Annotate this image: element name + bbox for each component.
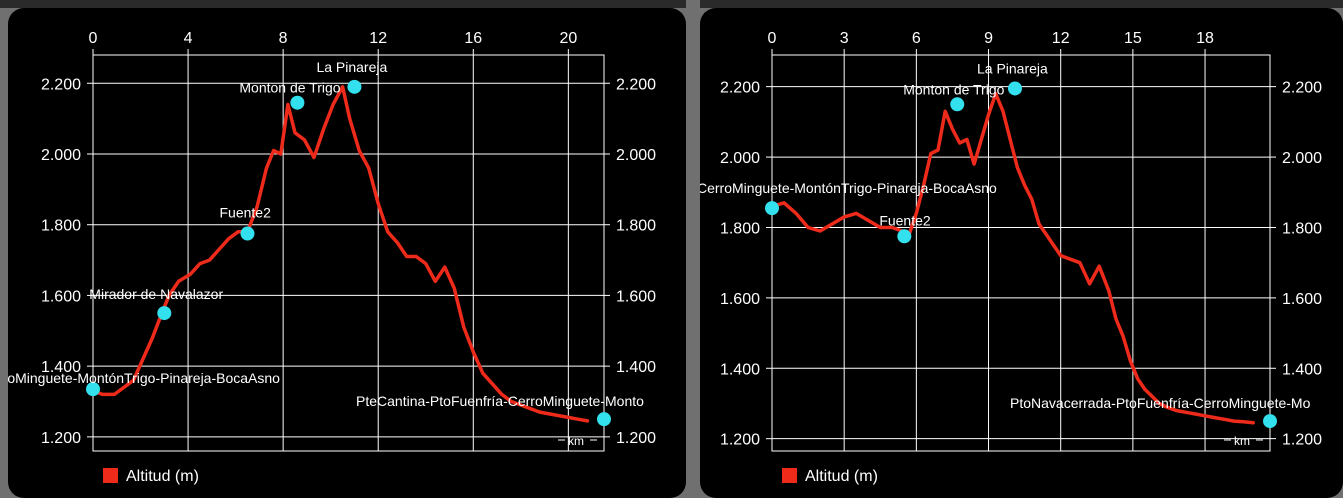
x-tick-label: 6 [912, 30, 921, 47]
y-tick-label-left: 1.600 [720, 291, 760, 308]
elevation-series-line [770, 91, 1255, 425]
waypoint-marker [597, 412, 611, 427]
elevation-series-line [91, 85, 590, 423]
y-tick-label-left: 2.200 [41, 76, 81, 93]
elevation-chart-right: 0 3 6 9 12 15 18 1.200 1.200 1.400 1.400 1.600 1.600… [700, 8, 1343, 498]
plot-frame [771, 54, 1271, 452]
y-tick-label-right: 1.400 [616, 359, 656, 376]
x-tick-label: 3 [840, 30, 849, 47]
x-tick-label: 20 [559, 30, 577, 47]
y-tick-label-right: 2.200 [1282, 80, 1322, 97]
legend-label: Altitud (m) [126, 468, 199, 485]
y-tick-label-left: 2.000 [41, 147, 81, 164]
y-tick-label-right: 1.600 [616, 288, 656, 305]
y-tick-label-right: 2.200 [616, 76, 656, 93]
y-tick-label-right: 1.200 [1282, 432, 1322, 449]
x-axis-label: km [1234, 434, 1250, 448]
y-tick-label-left: 1.400 [41, 359, 81, 376]
x-tick-label: 16 [464, 30, 482, 47]
waypoint-marker [347, 79, 362, 94]
x-tick-label: 12 [369, 30, 387, 47]
y-tick-label-left: 1.200 [41, 430, 81, 447]
x-tick-label: 4 [184, 30, 193, 47]
x-tick-label: 0 [89, 30, 98, 47]
waypoint-label: Fuente2 [219, 205, 271, 221]
waypoint-label: La Pinareja [316, 59, 387, 75]
waypoint-marker [290, 95, 305, 110]
waypoint-marker [765, 201, 779, 216]
y-tick-label-left: 1.400 [720, 361, 760, 378]
waypoint-marker [240, 226, 255, 241]
waypoint-marker [1007, 81, 1022, 96]
waypoint-label: Mirador de Navalazor [89, 286, 223, 302]
waypoint-label: Monton de Trigo [239, 80, 340, 96]
y-tick-label-left: 1.800 [41, 218, 81, 235]
y-tick-label-right: 1.800 [1282, 220, 1322, 237]
x-tick-label: 15 [1124, 30, 1142, 47]
y-tick-label-left: 1.800 [720, 220, 760, 237]
y-tick-label-left: 1.200 [720, 432, 760, 449]
y-tick-label-right: 2.000 [1282, 150, 1322, 167]
x-axis-label: km [568, 434, 584, 448]
x-tick-label: 9 [984, 30, 993, 47]
y-tick-label-right: 2.000 [616, 147, 656, 164]
waypoint-marker [86, 382, 100, 397]
waypoint-marker [897, 229, 912, 244]
x-tick-label: 0 [768, 30, 777, 47]
waypoint-marker [1263, 414, 1277, 429]
elevation-chart-svg-right: 0 3 6 9 12 15 18 1.200 1.200 1.400 1.400 1.600 1.600… [700, 30, 1322, 485]
y-tick-label-right: 1.200 [616, 430, 656, 447]
y-tick-label-right: 1.400 [1282, 361, 1322, 378]
x-tick-label: 12 [1052, 30, 1070, 47]
legend-swatch [103, 468, 118, 483]
y-tick-label-right: 1.600 [1282, 291, 1322, 308]
waypoint-label: rroMinguete-MontónTrigo-Pinareja-BocaAsn… [8, 370, 280, 386]
y-tick-label-left: 2.000 [720, 150, 760, 167]
x-tick-label: 8 [279, 30, 288, 47]
waypoint-label: PtoNavacerrada-PtoFuenfría-CerroMinguete… [1010, 395, 1311, 411]
waypoint-label: Fuente2 [879, 212, 931, 228]
elevation-chart-left: 0 4 8 12 16 20 1.200 1.200 1.400 1.400 1.600 1.600 1… [8, 8, 686, 498]
y-tick-label-left: 2.200 [720, 80, 760, 97]
elevation-chart-svg-left: 0 4 8 12 16 20 1.200 1.200 1.400 1.400 1.600 1.600 1… [8, 30, 656, 485]
waypoint-marker [157, 306, 172, 321]
waypoint-label: Monton de Trigo [903, 81, 1004, 97]
waypoint-marker [950, 97, 965, 112]
y-tick-label-left: 1.600 [41, 288, 81, 305]
legend-label: Altitud (m) [805, 468, 878, 485]
waypoint-label: La Pinareja [977, 60, 1048, 76]
y-tick-label-right: 1.800 [616, 218, 656, 235]
legend-swatch [782, 468, 797, 483]
waypoint-label: PteCantina-PtoFuenfría-CerroMinguete-Mon… [356, 393, 644, 409]
waypoint-label: CerroMinguete-MontónTrigo-Pinareja-BocaA… [700, 180, 997, 196]
x-tick-label: 18 [1196, 30, 1214, 47]
